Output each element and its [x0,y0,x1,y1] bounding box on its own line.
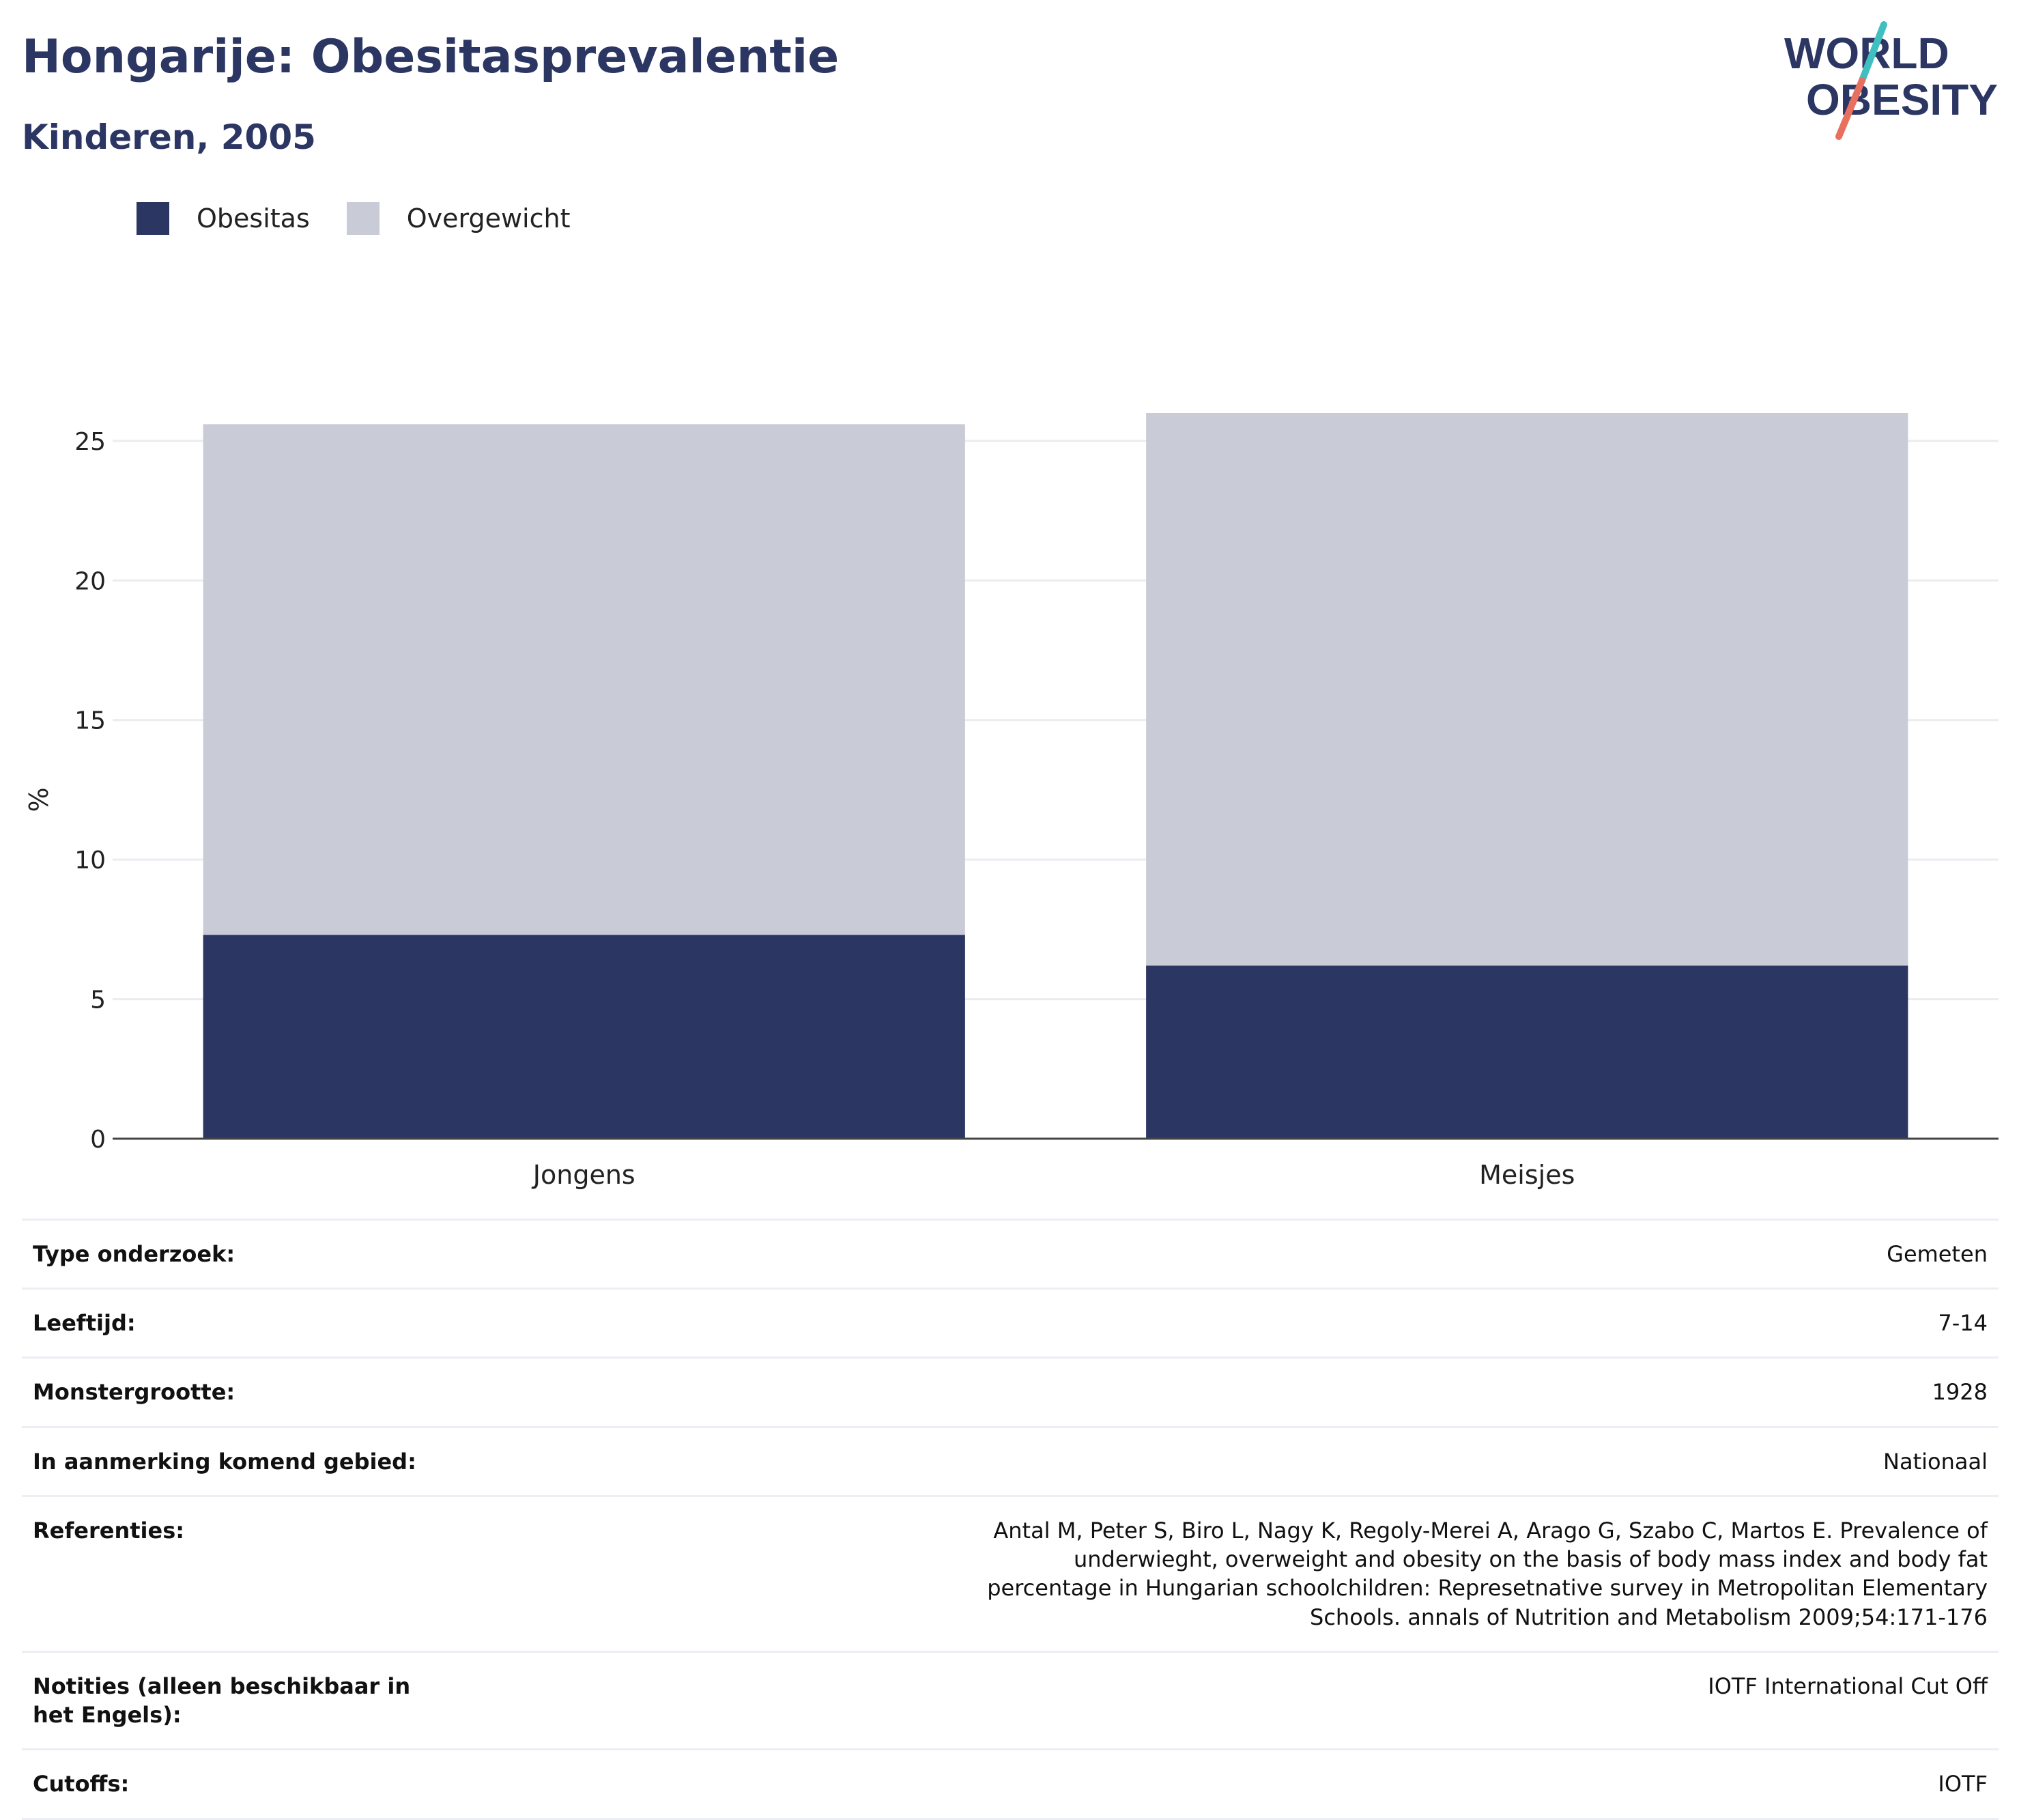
y-tick-label: 25 [74,428,106,456]
y-tick-label: 15 [74,707,106,735]
info-value: IOTF [1938,1771,1988,1797]
bar-overgewicht-jongens [203,424,965,935]
info-row: In aanmerking komend gebied: Nationaal [22,1427,1999,1496]
info-key: In aanmerking komend gebied: [33,1448,416,1475]
bar-chart: 0 5 10 15 20 25% Jongens Meisjes [24,413,1999,1190]
page-subtitle: Kinderen, 2005 [22,117,316,157]
info-row: Leeftijd: 7-14 [22,1288,1999,1358]
info-key: Leeftijd: [33,1310,136,1337]
page-title: Hongarije: Obesitasprevalentie [22,30,840,84]
legend-label-obesitas: Obesitas [197,203,310,233]
info-row: Notities (alleen beschikbaar in het Enge… [22,1651,1999,1749]
info-row: Referenties: Antal M, Peter S, Biro L, N… [22,1496,1999,1651]
info-key: Monstergrootte: [33,1379,235,1406]
info-value: 1928 [1932,1379,1988,1406]
legend-swatch-obesitas [137,202,169,235]
x-tick-label: Jongens [532,1160,635,1190]
logo-line2: OBESITY [1806,75,1998,124]
bar-overgewicht-meisjes [1146,413,1908,966]
info-value: 7-14 [1938,1310,1988,1337]
info-row: Type onderzoek: Gemeten [22,1219,1999,1289]
y-axis-label: % [24,787,54,812]
info-key: Notities (alleen beschikbaar in het Enge… [33,1673,411,1729]
legend-label-overgewicht: Overgewicht [406,203,571,233]
legend-item-obesitas[interactable]: Obesitas [137,202,310,235]
info-value: IOTF International Cut Off [1708,1673,1988,1699]
y-tick-label: 0 [90,1126,106,1154]
info-table: Type onderzoek: Gemeten Leeftijd: 7-14 M… [22,1219,1999,1820]
y-tick-label: 10 [74,847,106,875]
legend-item-overgewicht[interactable]: Overgewicht [346,202,571,235]
info-key: Cutoffs: [33,1771,130,1797]
info-value: Gemeten [1887,1241,1988,1267]
bar-obesitas-jongens [203,935,965,1139]
bar-obesitas-meisjes [1146,965,1908,1139]
world-obesity-logo: WORLD OBESITY [1784,21,1998,140]
legend-swatch-overgewicht [346,202,380,235]
info-key: Referenties: [33,1517,185,1544]
info-row: Monstergrootte: 1928 [22,1357,1999,1427]
info-row: Cutoffs: IOTF [22,1749,1999,1819]
chart-legend: Obesitas Overgewicht [137,202,607,235]
y-tick-label: 5 [90,986,106,1014]
info-value: Nationaal [1883,1448,1988,1475]
x-tick-label: Meisjes [1479,1160,1575,1190]
logo-slash-top [1859,21,1887,84]
info-key: Type onderzoek: [33,1241,235,1267]
y-tick-label: 20 [74,567,106,595]
info-value: Antal M, Peter S, Biro L, Nagy K, Regoly… [987,1517,1988,1630]
logo-slash-bottom [1835,77,1865,140]
